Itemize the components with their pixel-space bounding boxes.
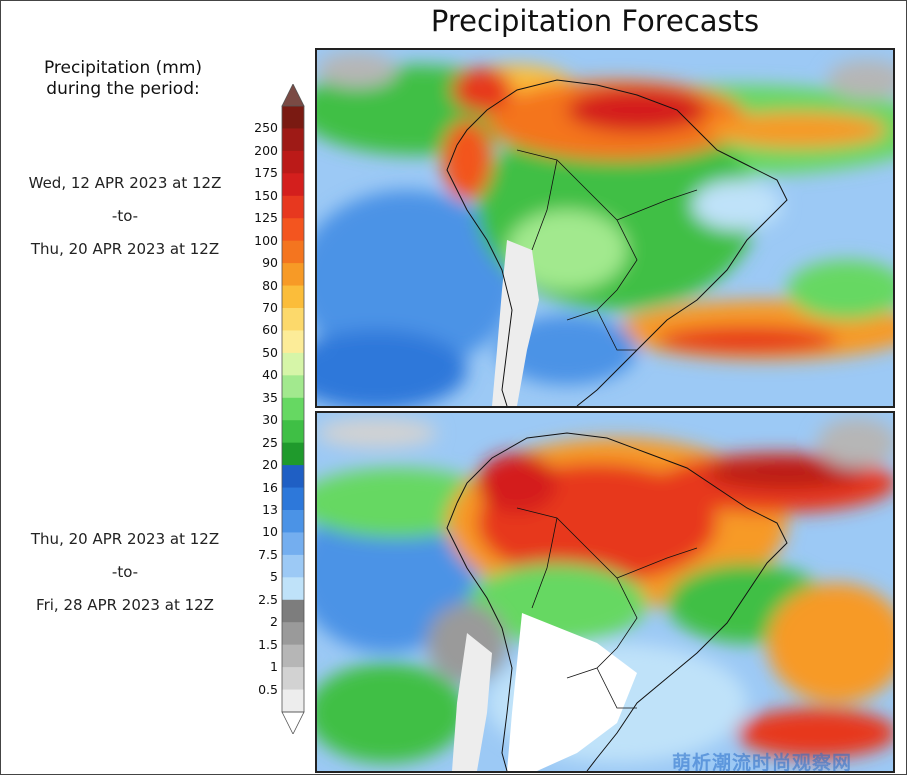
scale-tick-label: 16 [262, 479, 278, 495]
scale-tick-label: 90 [262, 255, 278, 271]
watermark: 萌析潮流时尚观察网 [672, 752, 853, 774]
scale-top-arrow [281, 84, 305, 107]
scale-band [282, 375, 304, 399]
scale-band [282, 465, 304, 489]
scale-band [282, 285, 304, 309]
scale-band [282, 599, 304, 623]
scale-band [282, 173, 304, 197]
scale-band [282, 352, 304, 376]
scale-tick-label: 0.5 [258, 681, 278, 697]
scale-band [282, 532, 304, 556]
scale-tick-label: 150 [254, 187, 278, 203]
scale-band [282, 420, 304, 444]
period-2-start: Thu, 20 APR 2023 at 12Z [30, 530, 220, 548]
scale-tick-label: 60 [262, 322, 278, 338]
color-scale-bar [281, 84, 305, 734]
scale-tick-label: 250 [254, 120, 278, 136]
period-1-end: Thu, 20 APR 2023 at 12Z [30, 240, 220, 258]
scale-band [282, 554, 304, 578]
scale-band [282, 195, 304, 219]
scale-band [282, 240, 304, 264]
scale-band [282, 308, 304, 331]
scale-tick-label: 25 [262, 434, 278, 450]
scale-outline [281, 105, 305, 713]
scale-band [282, 644, 304, 668]
legend-title-line-1: Precipitation (mm) [43, 58, 203, 78]
scale-tick-label: 10 [262, 524, 278, 540]
forecast-map-period-1 [315, 48, 895, 408]
scale-bottom-arrow [281, 711, 305, 734]
scale-band [282, 510, 304, 533]
forecast-map-period-2 [315, 411, 895, 773]
scale-band [282, 487, 304, 511]
scale-tick-label: 35 [262, 389, 278, 405]
scale-band [282, 150, 304, 174]
scale-tick-label: 80 [262, 277, 278, 293]
scale-tick-label: 175 [254, 165, 278, 181]
scale-tick-label: 2 [270, 614, 278, 630]
period-1-to: -to- [111, 207, 139, 225]
scale-band [282, 622, 304, 646]
scale-band [282, 442, 304, 466]
scale-tick-label: 13 [262, 502, 278, 517]
precipitation-color-scale: 250 200 175 150 125 100 90 80 70 60 50 40 35 30 25 20 16… [240, 84, 310, 744]
figure-title: Precipitation Forecasts [430, 4, 760, 38]
scale-tick-label: 20 [262, 457, 278, 473]
scale-tick-label: 70 [262, 300, 278, 315]
scale-tick-label: 125 [254, 210, 278, 226]
period-label-1: Wed, 12 APR 2023 at 12Z -to- Thu, 20 APR… [0, 167, 250, 266]
scale-band [282, 263, 304, 287]
scale-band [282, 577, 304, 601]
legend-title: Precipitation (mm) during the period: [8, 58, 238, 100]
scale-tick-label: 1 [270, 659, 278, 675]
scale-tick-label: 1.5 [258, 636, 278, 652]
scale-band [282, 128, 304, 152]
period-2-to: -to- [111, 563, 139, 581]
scale-band [282, 667, 304, 691]
scale-band [282, 689, 304, 713]
scale-tick-label: 200 [254, 142, 278, 158]
scale-tick-label: 100 [254, 232, 278, 248]
scale-band [282, 330, 304, 354]
scale-tick-label: 40 [262, 367, 278, 383]
scale-tick-label: 2.5 [258, 591, 278, 607]
scale-band [282, 397, 304, 421]
period-2-end: Fri, 28 APR 2023 at 12Z [36, 596, 214, 614]
scale-tick-label: 5 [270, 569, 278, 585]
legend-title-line-2: during the period: [46, 79, 200, 99]
scale-tick-label: 50 [262, 344, 278, 360]
period-label-2: Thu, 20 APR 2023 at 12Z -to- Fri, 28 APR… [0, 523, 250, 622]
scale-tick-label: 7.5 [258, 546, 278, 562]
scale-band [282, 106, 304, 129]
period-1-start: Wed, 12 APR 2023 at 12Z [28, 174, 222, 192]
scale-band [282, 218, 304, 242]
scale-tick-label: 30 [262, 412, 278, 428]
